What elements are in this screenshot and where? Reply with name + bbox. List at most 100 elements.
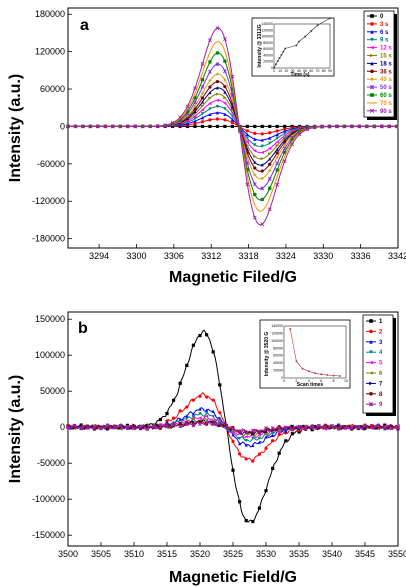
legend-label: 8 <box>379 392 383 398</box>
x-tick-label: 3306 <box>164 251 184 261</box>
data-point <box>260 144 264 148</box>
data-point <box>215 124 220 129</box>
data-point <box>389 426 394 431</box>
inset-x-tick-label: 70 <box>316 69 320 73</box>
legend-label: 60 s <box>380 93 392 99</box>
data-point <box>275 140 279 144</box>
data-point <box>185 119 190 123</box>
series-9 <box>66 420 400 435</box>
legend-label: 2 <box>379 329 383 335</box>
y-tick-label: -50000 <box>37 458 65 468</box>
data-point <box>260 157 264 161</box>
data-point <box>260 176 264 181</box>
data-point <box>335 124 339 129</box>
panel-a-legend-box <box>363 10 395 118</box>
x-tick-label: 3520 <box>190 549 210 559</box>
data-point <box>185 414 189 418</box>
data-point <box>165 420 169 424</box>
data-point <box>193 104 197 108</box>
data-point <box>145 427 150 432</box>
x-tick-label: 3324 <box>276 251 296 261</box>
data-point <box>310 424 315 429</box>
data-point <box>275 168 279 172</box>
x-tick-label: 3535 <box>289 549 309 559</box>
inset-y-tick-label: 140000 <box>261 22 273 26</box>
panel-a-label: a <box>80 17 89 34</box>
data-point <box>290 432 294 436</box>
data-point <box>211 409 215 413</box>
data-point <box>252 182 257 187</box>
legend-marker <box>369 84 375 90</box>
data-point <box>105 423 110 428</box>
data-point <box>198 407 202 411</box>
panel-b: 3500 3505 3510 3515 3520 3525 3530 3535 3540 3545… <box>7 311 406 586</box>
data-point <box>277 432 281 437</box>
data-point <box>268 152 272 156</box>
data-point <box>253 173 257 177</box>
y-tick-label: -180000 <box>32 234 65 244</box>
data-point <box>320 124 324 129</box>
data-point <box>66 124 70 129</box>
data-point <box>178 115 182 120</box>
data-point <box>223 85 227 89</box>
legend-label: 3 <box>379 340 383 346</box>
data-point <box>383 423 387 427</box>
data-point <box>267 176 272 181</box>
data-point <box>119 427 123 431</box>
data-point <box>172 416 176 420</box>
data-point <box>191 423 196 428</box>
data-point <box>193 121 197 126</box>
data-point <box>251 459 255 463</box>
data-point <box>200 78 205 82</box>
data-point <box>275 147 279 151</box>
data-point <box>364 124 369 129</box>
data-point <box>73 427 77 431</box>
data-point <box>185 104 190 109</box>
panel-a-inset-y-label: Intensity @ 3312G <box>257 24 263 67</box>
legend-marker <box>369 319 373 323</box>
data-point <box>223 59 227 63</box>
inset-y-tick-label: 80000 <box>273 346 283 350</box>
data-point <box>140 124 145 129</box>
panel-b-inset-plot: 0 2 4 6 8 10020000400006000080000100000120000… <box>271 324 348 383</box>
data-point <box>257 506 261 510</box>
data-point <box>66 425 70 430</box>
data-point <box>178 409 182 413</box>
data-point <box>270 426 275 431</box>
data-point <box>237 429 242 434</box>
data-point <box>218 383 222 387</box>
data-point <box>231 426 235 431</box>
data-point <box>268 162 272 166</box>
data-point <box>223 118 227 122</box>
data-point <box>264 426 268 430</box>
data-point <box>264 430 268 434</box>
legend-marker <box>369 381 373 386</box>
data-point <box>363 423 367 428</box>
data-point <box>198 412 202 416</box>
data-point <box>193 124 197 129</box>
data-point <box>251 519 255 524</box>
x-tick-label: 3294 <box>89 251 109 261</box>
inset-x-tick-label: 20 <box>284 69 288 73</box>
x-tick-label: 3342 <box>388 251 406 261</box>
data-point <box>230 121 234 125</box>
data-point <box>200 61 205 66</box>
panel-b-ticks: 3500 3505 3510 3515 3520 3525 3530 3535 3540 3545… <box>32 314 406 559</box>
data-point <box>316 423 321 428</box>
inset-point <box>320 373 322 376</box>
data-point <box>277 426 282 431</box>
data-point <box>369 425 374 430</box>
x-tick-label: 3300 <box>126 251 146 261</box>
data-point <box>165 423 169 428</box>
legend-marker <box>370 14 374 18</box>
data-point <box>191 412 195 416</box>
data-point <box>251 436 255 440</box>
data-point <box>283 134 287 138</box>
data-point <box>215 111 220 115</box>
data-point <box>208 112 212 117</box>
data-point <box>184 422 189 427</box>
data-point <box>125 424 130 429</box>
inset-point <box>301 367 304 370</box>
data-point <box>268 186 272 190</box>
data-point <box>379 124 384 129</box>
